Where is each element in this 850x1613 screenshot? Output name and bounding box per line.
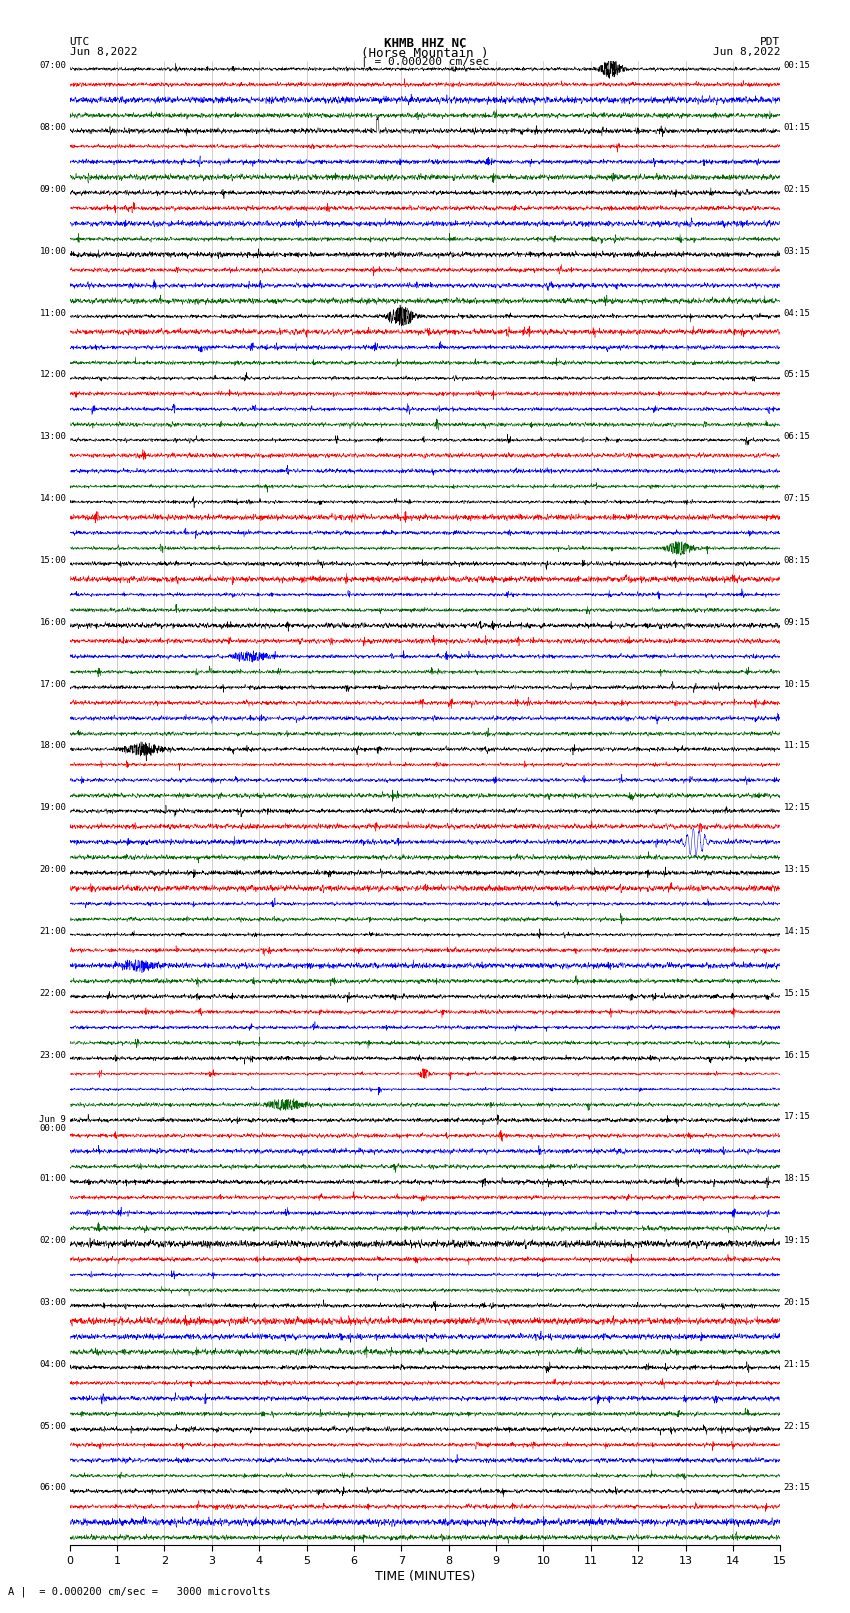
Text: Jun 9: Jun 9 [39,1115,66,1124]
Text: 04:00: 04:00 [39,1360,66,1369]
Text: 13:15: 13:15 [784,865,811,874]
Text: 03:00: 03:00 [39,1298,66,1307]
Text: 18:00: 18:00 [39,742,66,750]
Text: 04:15: 04:15 [784,308,811,318]
Text: | = 0.000200 cm/sec: | = 0.000200 cm/sec [361,56,489,68]
Text: 10:00: 10:00 [39,247,66,256]
Text: PDT: PDT [760,37,780,47]
Text: 05:00: 05:00 [39,1421,66,1431]
Text: 17:15: 17:15 [784,1113,811,1121]
Text: KHMB HHZ NC: KHMB HHZ NC [383,37,467,50]
Text: 10:15: 10:15 [784,679,811,689]
Text: 05:15: 05:15 [784,371,811,379]
Text: 02:00: 02:00 [39,1236,66,1245]
Text: 15:15: 15:15 [784,989,811,998]
Text: 07:00: 07:00 [39,61,66,71]
Text: 07:15: 07:15 [784,494,811,503]
Text: 01:00: 01:00 [39,1174,66,1184]
Text: 14:15: 14:15 [784,927,811,936]
Text: 06:00: 06:00 [39,1484,66,1492]
Text: 22:15: 22:15 [784,1421,811,1431]
Text: 12:15: 12:15 [784,803,811,813]
Text: 00:00: 00:00 [39,1124,66,1132]
Text: Jun 8,2022: Jun 8,2022 [70,47,137,56]
Text: 19:00: 19:00 [39,803,66,813]
Text: 16:00: 16:00 [39,618,66,627]
Text: UTC: UTC [70,37,90,47]
Text: 03:15: 03:15 [784,247,811,256]
Text: 16:15: 16:15 [784,1050,811,1060]
Text: 08:15: 08:15 [784,556,811,565]
Text: 02:15: 02:15 [784,185,811,194]
Text: 00:15: 00:15 [784,61,811,71]
Text: Jun 8,2022: Jun 8,2022 [713,47,780,56]
Text: 13:00: 13:00 [39,432,66,442]
Text: 01:15: 01:15 [784,123,811,132]
Text: 23:00: 23:00 [39,1050,66,1060]
Text: 22:00: 22:00 [39,989,66,998]
Text: 11:15: 11:15 [784,742,811,750]
Text: 15:00: 15:00 [39,556,66,565]
Text: A |  = 0.000200 cm/sec =   3000 microvolts: A | = 0.000200 cm/sec = 3000 microvolts [8,1586,271,1597]
Text: 14:00: 14:00 [39,494,66,503]
Text: 11:00: 11:00 [39,308,66,318]
Text: 09:00: 09:00 [39,185,66,194]
Text: 20:15: 20:15 [784,1298,811,1307]
Text: 17:00: 17:00 [39,679,66,689]
Text: 18:15: 18:15 [784,1174,811,1184]
Text: 21:15: 21:15 [784,1360,811,1369]
Text: 20:00: 20:00 [39,865,66,874]
Text: 06:15: 06:15 [784,432,811,442]
Text: 19:15: 19:15 [784,1236,811,1245]
X-axis label: TIME (MINUTES): TIME (MINUTES) [375,1569,475,1582]
Text: 09:15: 09:15 [784,618,811,627]
Text: 08:00: 08:00 [39,123,66,132]
Text: (Horse Mountain ): (Horse Mountain ) [361,47,489,60]
Text: 12:00: 12:00 [39,371,66,379]
Text: 23:15: 23:15 [784,1484,811,1492]
Text: 21:00: 21:00 [39,927,66,936]
